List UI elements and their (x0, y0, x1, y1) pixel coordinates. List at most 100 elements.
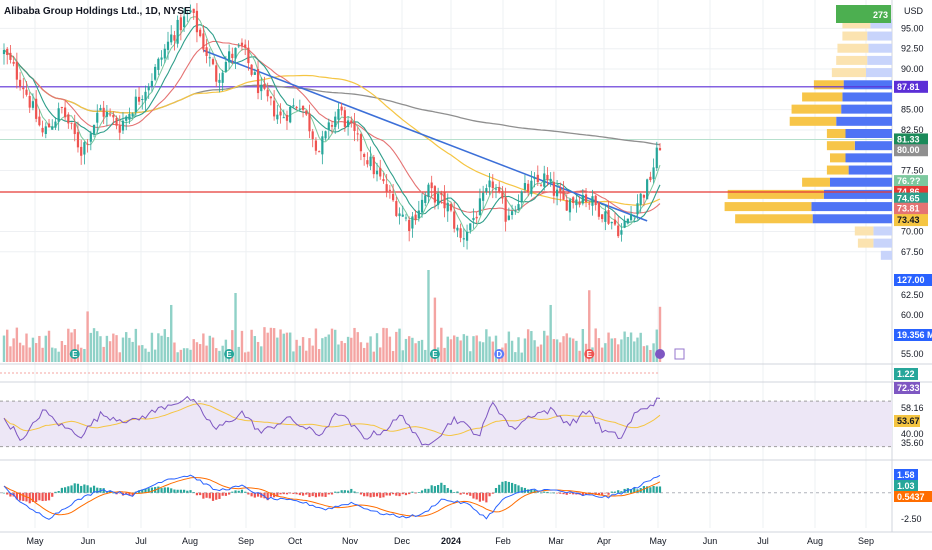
candle-body-158[interactable] (510, 211, 514, 216)
candle-body-197[interactable] (636, 203, 639, 215)
candle-body-9[interactable] (31, 101, 35, 108)
candle-body-42[interactable] (137, 96, 141, 102)
candle-body-45[interactable] (147, 86, 150, 91)
candle-body-132[interactable] (427, 184, 430, 198)
candle-body-116[interactable] (375, 170, 379, 175)
candle-body-138[interactable] (446, 202, 449, 212)
candle-body-43[interactable] (141, 98, 144, 100)
candle-body-118[interactable] (382, 179, 385, 182)
candle-body-5[interactable] (18, 79, 22, 87)
candle-body-173[interactable] (559, 188, 562, 193)
candle-body-27[interactable] (89, 133, 92, 142)
candle-body-146[interactable] (472, 217, 475, 221)
candle-body-99[interactable] (321, 136, 324, 155)
candle-body-72[interactable] (234, 47, 237, 59)
candle-body-57[interactable] (186, 13, 189, 15)
candle-body-40[interactable] (131, 113, 134, 117)
candle-body-74[interactable] (240, 42, 244, 46)
candle-body-152[interactable] (491, 181, 494, 189)
candle-body-2[interactable] (9, 52, 12, 60)
candle-body-97[interactable] (314, 140, 318, 151)
candle-body-11[interactable] (38, 116, 41, 126)
candle-body-142[interactable] (459, 228, 462, 238)
candle-body-186[interactable] (601, 214, 604, 220)
candle-body-162[interactable] (523, 183, 527, 190)
candle-body-112[interactable] (363, 154, 366, 157)
candle-body-143[interactable] (462, 238, 465, 240)
candle-body-169[interactable] (546, 174, 549, 180)
candle-body-54[interactable] (176, 19, 179, 44)
candle-body-10[interactable] (35, 98, 38, 119)
candle-body-180[interactable] (581, 194, 584, 204)
candle-body-196[interactable] (633, 215, 636, 217)
candle-body-111[interactable] (359, 134, 363, 152)
candle-body-123[interactable] (398, 213, 401, 217)
candle-body-12[interactable] (41, 127, 44, 133)
candle-body-159[interactable] (514, 210, 517, 212)
candle-body-199[interactable] (642, 194, 646, 198)
candle-body-65[interactable] (211, 59, 215, 65)
candle-body-58[interactable] (189, 10, 192, 13)
candle-body-175[interactable] (565, 199, 568, 211)
candle-body-53[interactable] (173, 35, 176, 41)
candle-body-49[interactable] (160, 57, 163, 60)
candle-body-28[interactable] (92, 124, 96, 134)
candle-body-135[interactable] (437, 193, 440, 205)
candle-body-181[interactable] (584, 194, 588, 203)
candle-body-153[interactable] (494, 188, 498, 190)
candle-body-124[interactable] (401, 214, 404, 217)
candle-body-77[interactable] (250, 64, 253, 75)
candle-body-182[interactable] (588, 203, 591, 205)
candle-body-76[interactable] (247, 47, 250, 64)
candle-body-198[interactable] (639, 193, 642, 205)
candle-body-161[interactable] (520, 191, 523, 202)
candle-body-17[interactable] (57, 108, 60, 122)
candle-body-108[interactable] (350, 120, 353, 124)
candle-body-189[interactable] (610, 221, 613, 224)
candle-body-48[interactable] (157, 58, 160, 70)
candle-body-193[interactable] (623, 220, 626, 228)
candle-body-106[interactable] (343, 110, 346, 127)
candle-body-92[interactable] (298, 108, 301, 110)
candle-body-177[interactable] (572, 197, 575, 203)
candle-body-44[interactable] (144, 91, 147, 101)
candle-body-202[interactable] (652, 167, 655, 180)
candle-body-187[interactable] (604, 211, 607, 222)
candle-body-84[interactable] (273, 100, 276, 117)
candle-body-110[interactable] (356, 133, 359, 135)
candle-body-60[interactable] (195, 10, 199, 33)
candle-body-90[interactable] (292, 105, 295, 107)
candle-body-194[interactable] (626, 218, 629, 224)
candle-body-150[interactable] (485, 188, 488, 192)
candle-body-33[interactable] (109, 114, 112, 116)
lightning-icon[interactable] (655, 349, 665, 359)
candle-body-80[interactable] (260, 84, 263, 92)
candle-body-8[interactable] (28, 96, 31, 108)
candle-body-140[interactable] (453, 211, 456, 229)
candle-body-137[interactable] (443, 192, 446, 209)
candle-body-46[interactable] (150, 80, 154, 87)
candle-body-176[interactable] (568, 199, 572, 213)
candle-body-1[interactable] (6, 48, 9, 55)
candle-body-93[interactable] (301, 105, 305, 110)
candle-body-190[interactable] (613, 219, 617, 225)
candle-body-64[interactable] (208, 57, 211, 59)
candle-body-133[interactable] (430, 182, 433, 189)
candle-body-154[interactable] (498, 187, 501, 192)
candle-body-85[interactable] (276, 114, 279, 120)
candle-body-179[interactable] (578, 201, 581, 205)
candle-body-148[interactable] (478, 198, 482, 216)
candle-body-94[interactable] (305, 110, 308, 115)
candle-body-4[interactable] (15, 61, 18, 80)
candle-body-103[interactable] (334, 116, 337, 128)
candle-body-119[interactable] (385, 184, 388, 192)
candle-body-95[interactable] (308, 113, 311, 132)
candle-body-24[interactable] (80, 146, 83, 156)
candle-body-147[interactable] (475, 216, 478, 219)
candle-body-16[interactable] (54, 121, 57, 128)
candle-body-201[interactable] (649, 176, 652, 181)
candle-body-29[interactable] (96, 112, 99, 123)
candle-body-170[interactable] (549, 178, 552, 182)
